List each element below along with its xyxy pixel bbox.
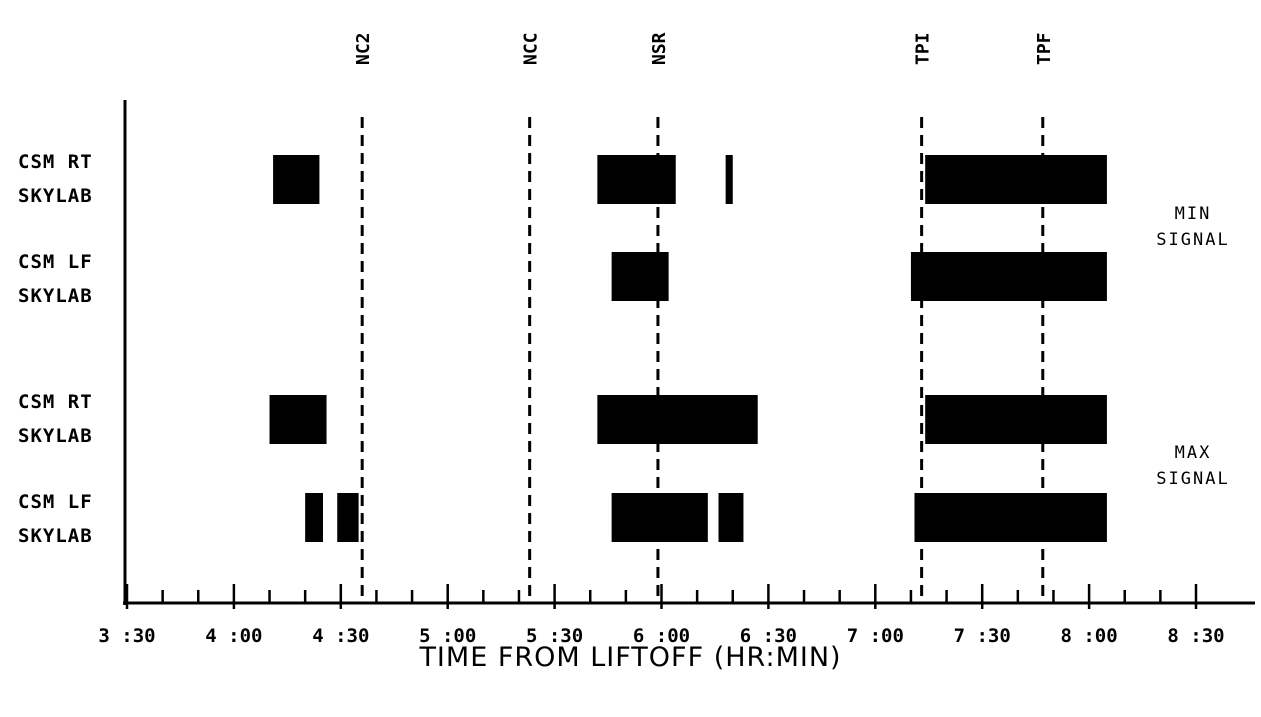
row-label-line: CSM RT: [18, 151, 93, 173]
x-tick-label: 3 :30: [98, 625, 155, 647]
interval-bar: [611, 493, 708, 542]
row-label-line: CSM LF: [18, 251, 93, 273]
interval-bar: [273, 155, 320, 204]
interval-bar: [597, 155, 676, 204]
row-label: CSM RT SKYLAB: [18, 145, 93, 213]
row-label-line: SKYLAB: [18, 185, 93, 207]
event-label: TPF: [1034, 32, 1055, 65]
interval-bar: [269, 395, 327, 444]
interval-bar: [910, 252, 1107, 301]
x-axis-title: TIME FROM LIFTOFF (HR:MIN): [419, 642, 842, 673]
row-label-line: CSM LF: [18, 491, 93, 513]
event-label: NSR: [649, 32, 670, 65]
x-tick-label: 5 :00: [419, 625, 476, 647]
interval-bar: [925, 395, 1107, 444]
interval-bar: [305, 493, 323, 542]
x-tick-label: 4 :30: [312, 625, 369, 647]
event-label: TPI: [913, 32, 934, 65]
x-tick-labels: 3 :30 4 :00 4 :30 5 :00 5 :30 6 :00 6 :30 7 :00…: [98, 625, 1224, 647]
x-tick-label: 6 :30: [740, 625, 797, 647]
interval-bar: [597, 395, 758, 444]
x-tick-label: 7 :30: [954, 625, 1011, 647]
x-tick-label: 4 :00: [205, 625, 262, 647]
row-label: CSM RT SKYLAB: [18, 385, 93, 453]
row-label-line: SKYLAB: [18, 525, 93, 547]
interval-bars: [269, 155, 1107, 542]
event-label: NC2: [353, 32, 374, 65]
interval-bar: [725, 155, 733, 204]
interval-bar: [611, 252, 669, 301]
interval-bar: [925, 155, 1107, 204]
group-label-line: MAX: [1174, 443, 1212, 463]
row-label: CSM LF SKYLAB: [18, 245, 93, 313]
row-label-line: CSM RT: [18, 391, 93, 413]
x-tick-label: 8 :30: [1167, 625, 1224, 647]
group-label-min-signal: MIN SIGNAL: [1128, 201, 1258, 253]
interval-bar: [718, 493, 744, 542]
group-label-line: MIN: [1174, 204, 1212, 224]
group-label-line: SIGNAL: [1156, 230, 1230, 250]
axes: [123, 100, 1255, 609]
interval-bar: [337, 493, 359, 542]
row-label: CSM LF SKYLAB: [18, 485, 93, 553]
group-label-max-signal: MAX SIGNAL: [1128, 440, 1258, 492]
x-tick-label: 6 :00: [633, 625, 690, 647]
row-label-line: SKYLAB: [18, 285, 93, 307]
interval-bar: [914, 493, 1107, 542]
event-lines: NC2 NCC NSR TPI TPF: [353, 32, 1055, 598]
group-label-line: SIGNAL: [1156, 469, 1230, 489]
x-tick-label: 5 :30: [526, 625, 583, 647]
event-label: NCC: [521, 32, 542, 65]
row-label-line: SKYLAB: [18, 425, 93, 447]
x-tick-label: 7 :00: [847, 625, 904, 647]
x-tick-label: 8 :00: [1060, 625, 1117, 647]
